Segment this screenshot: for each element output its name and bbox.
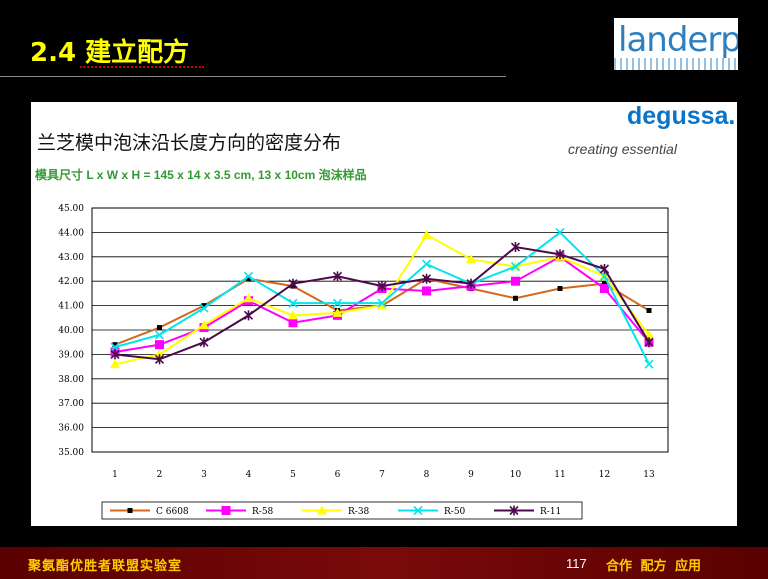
data-point: [600, 284, 609, 294]
y-tick-label: 36.00: [58, 424, 84, 434]
y-tick-label: 42.00: [58, 277, 84, 287]
chart-title: 兰芝模中泡沫沿长度方向的密度分布: [37, 132, 342, 154]
logo-stripes: [614, 58, 738, 70]
y-tick-label: 39.00: [58, 350, 84, 360]
data-point: [332, 307, 343, 317]
x-tick-label: 12: [599, 470, 610, 480]
data-point: [422, 286, 431, 296]
x-tick-label: 3: [201, 470, 207, 480]
data-point: [246, 276, 251, 282]
y-tick-label: 45.00: [58, 204, 84, 214]
slide-title: 2.4 建立配方: [30, 38, 190, 68]
x-tick-label: 2: [157, 470, 163, 480]
data-point: [332, 298, 343, 308]
chart-subtitle: 模具尺寸 L x W x H = 145 x 14 x 3.5 cm, 13 x…: [35, 168, 367, 182]
data-point: [201, 303, 207, 309]
data-point: [199, 337, 209, 348]
data-point: [110, 342, 120, 352]
y-tick-label: 43.00: [58, 253, 84, 263]
data-point: [644, 337, 654, 348]
data-point: [377, 300, 387, 310]
footer-bar: 聚氨酯优胜者联盟实验室 117 合作 配方 应用: [0, 547, 768, 579]
footer-lab-name: 聚氨酯优胜者联盟实验室: [28, 559, 183, 574]
logo-text: landerpu: [618, 20, 738, 60]
data-point: [555, 227, 565, 237]
y-tick-label: 44.00: [58, 228, 84, 238]
x-tick-label: 9: [468, 470, 474, 480]
data-point: [377, 281, 387, 292]
x-tick-label: 8: [424, 470, 430, 480]
data-point: [332, 271, 343, 282]
x-tick-label: 11: [554, 470, 565, 480]
data-point: [599, 264, 610, 274]
title-rule: [0, 76, 506, 77]
y-tick-label: 41.00: [58, 302, 84, 312]
data-point: [288, 318, 298, 328]
legend-marker: [221, 506, 231, 515]
x-tick-label: 10: [510, 470, 522, 480]
data-point: [288, 298, 298, 308]
data-point: [243, 293, 254, 303]
y-tick-label: 38.00: [58, 375, 84, 385]
x-tick-label: 5: [290, 470, 296, 480]
density-line-chart: 35.00 36.00 37.00 38.00 39.00 40.00 41.00 42.00…: [58, 204, 669, 520]
data-point: [155, 340, 164, 350]
data-point: [557, 286, 563, 292]
legend-marker: [317, 505, 327, 515]
data-point: [377, 298, 387, 308]
data-point: [510, 261, 521, 272]
data-point: [199, 303, 209, 313]
x-tick-label: 13: [643, 470, 655, 480]
legend-marker: [509, 505, 519, 516]
x-tick-label: 4: [246, 470, 252, 480]
degussa-logo: degussa.: [627, 102, 736, 130]
legend-label: C 6608: [156, 507, 189, 517]
y-tick-label: 37.00: [58, 399, 84, 409]
data-point: [513, 295, 518, 301]
data-point: [466, 278, 476, 289]
title-underline: [80, 64, 204, 68]
data-point: [555, 249, 565, 260]
data-point: [510, 242, 521, 253]
data-point: [112, 342, 118, 348]
footer-slogan: 合作 配方 应用: [606, 559, 702, 574]
data-point: [154, 330, 165, 340]
data-point: [646, 307, 652, 313]
page-number: 117: [566, 556, 587, 571]
data-point: [154, 354, 165, 365]
data-point: [511, 276, 520, 286]
data-point: [110, 349, 120, 360]
legend-marker: [127, 508, 133, 513]
data-point: [243, 310, 254, 321]
data-point: [421, 273, 432, 284]
data-point: [466, 254, 476, 264]
legend-label: R-50: [444, 507, 466, 517]
data-point: [421, 259, 432, 269]
data-point: [157, 325, 162, 331]
legend-label: R-58: [252, 507, 274, 517]
legend-label: R-38: [348, 507, 370, 517]
data-point: [288, 278, 298, 289]
data-point: [199, 320, 209, 330]
data-point: [110, 359, 120, 369]
y-tick-label: 40.00: [58, 326, 84, 336]
x-tick-label: 6: [335, 470, 341, 480]
series-line: [114, 231, 650, 365]
legend-marker: [413, 505, 423, 516]
data-point: [644, 359, 654, 369]
y-tick-label: 35.00: [58, 448, 84, 458]
data-point: [602, 281, 607, 287]
landerpu-logo: landerpu: [614, 18, 738, 70]
x-tick-label: 7: [379, 470, 385, 480]
data-point: [243, 271, 254, 281]
data-point: [421, 229, 432, 239]
data-point: [288, 310, 298, 320]
x-tick-label: 1: [112, 470, 118, 480]
chart-panel: degussa. creating essential 兰芝模中泡沫沿长度方向的…: [31, 102, 737, 526]
degussa-tagline: creating essential: [568, 141, 677, 157]
legend-label: R-11: [540, 507, 561, 517]
